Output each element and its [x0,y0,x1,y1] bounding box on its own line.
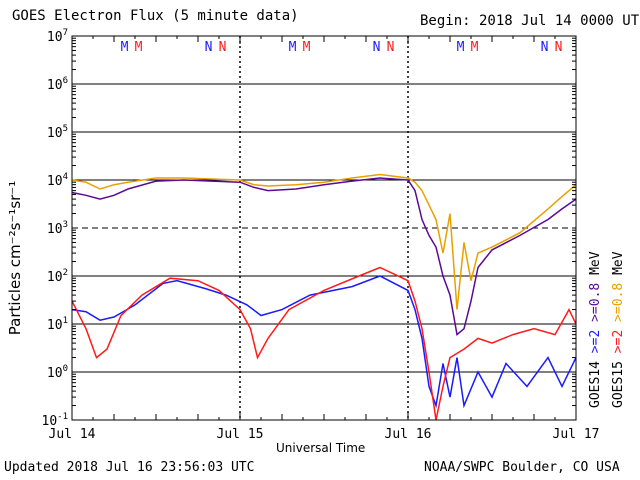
y-tick-label: 101 [47,316,68,333]
y-axis-label: Particles cm⁻²s⁻¹sr⁻¹ [6,181,24,335]
x-tick-label: Jul 16 [385,427,432,442]
orbit-marker: M [289,40,297,55]
chart-title: GOES Electron Flux (5 minute data) [12,8,299,24]
y-tick-label: 102 [47,268,68,285]
orbit-marker: M [303,40,311,55]
x-tick-label: Jul 17 [553,427,600,442]
series-line-0 [71,177,577,337]
legend-goes14: GOES14 >=2 >=0.8 MeV [588,251,603,408]
y-tick-label: 103 [47,220,68,237]
orbit-marker: N [205,40,213,55]
credit-label: NOAA/SWPC Boulder, CO USA [424,460,620,475]
orbit-marker: N [555,40,563,55]
x-tick-label: Jul 14 [49,427,96,442]
orbit-marker: M [457,40,465,55]
updated-timestamp: Updated 2018 Jul 16 23:56:03 UTC [4,460,255,475]
orbit-marker: M [121,40,129,55]
x-axis-label: Universal Time [276,441,366,455]
begin-time-label: Begin: 2018 Jul 14 0000 UTC [420,13,640,29]
y-tick-label: 106 [47,76,68,93]
y-tick-label: 105 [47,124,68,141]
series-line-1 [71,173,577,310]
orbit-marker: N [373,40,381,55]
y-tick-label: 10-1 [42,412,69,429]
orbit-marker: N [387,40,395,55]
orbit-marker: N [541,40,549,55]
x-tick-label: Jul 15 [217,427,264,442]
orbit-marker: N [219,40,227,55]
legend-goes15: GOES15 >=2 >=0.8 MeV [611,251,626,408]
y-tick-label: 107 [47,28,68,45]
series-line-2 [71,275,577,409]
y-tick-label: 104 [47,172,68,189]
series-line-3 [71,266,577,421]
y-tick-label: 100 [47,364,68,381]
orbit-marker: M [135,40,143,55]
orbit-marker: M [471,40,479,55]
